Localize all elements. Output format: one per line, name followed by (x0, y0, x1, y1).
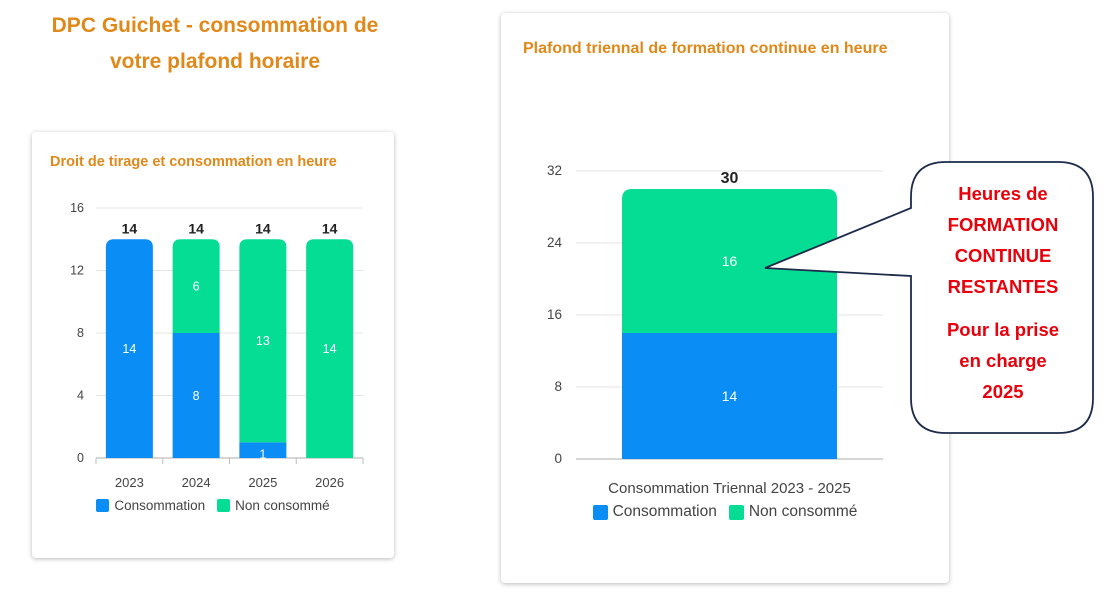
legend-item-consommation[interactable]: Consommation (96, 498, 205, 513)
total-label: 14 (122, 220, 138, 236)
callout-line: CONTINUE (954, 245, 1052, 266)
y-tick-label: 0 (554, 451, 562, 466)
chart-card-triennial: Plafond triennal de formation continue e… (501, 13, 949, 583)
legend-item-non-consomme[interactable]: Non consommé (217, 498, 330, 513)
bar-segment-consommation[interactable] (105, 239, 153, 458)
legend-item-non-consomme[interactable]: Non consommé (728, 503, 858, 521)
chart-legend: Consommation Non consommé (32, 498, 394, 513)
callout-line: Pour la prise (946, 319, 1060, 340)
legend-label: Consommation (114, 498, 206, 513)
total-label: 14 (322, 220, 338, 236)
chart-legend: Consommation Non consommé (501, 503, 949, 521)
legend-label: Non consommé (235, 498, 330, 513)
data-label: 14 (323, 342, 337, 356)
legend-swatch (217, 499, 231, 512)
data-label: 14 (122, 342, 136, 356)
callout-line: 2025 (982, 381, 1024, 402)
yearly-stacked-bar-chart: 0 4 8 12 16 14 14 2023 8 6 14 2024 1 13 14 2025 14 14 2026 (70, 201, 364, 490)
y-tick-label: 0 (77, 451, 84, 465)
bar-segment-non-consomme[interactable] (172, 239, 220, 333)
chart-title: Plafond triennal de formation continue e… (523, 40, 888, 57)
callout-line: en charge (959, 350, 1047, 371)
page-title: DPC Guichet - consommation de votre plaf… (20, 8, 410, 80)
y-tick-label: 16 (70, 201, 84, 215)
y-tick-label: 32 (547, 163, 562, 178)
triennial-stacked-bar-chart: 0 8 16 24 32 14 16 30 Consommation Triennal 2023… (547, 163, 883, 497)
page-title-line1: DPC Guichet - consommation de (51, 14, 379, 37)
total-label: 14 (255, 220, 271, 236)
y-tick-label: 12 (70, 264, 84, 278)
y-tick-label: 4 (77, 389, 84, 403)
data-label: 1 (259, 447, 266, 461)
bar-segment-non-consomme[interactable] (306, 239, 354, 458)
chart-card-yearly: Droit de tirage et consommation en heure… (32, 132, 394, 558)
bar-segment-consommation[interactable] (239, 442, 287, 458)
page-title-line2: votre plafond horaire (109, 50, 321, 73)
legend-label: Consommation (612, 503, 717, 520)
x-category-label: 2023 (115, 475, 144, 490)
total-label: 14 (188, 220, 204, 236)
y-tick-label: 16 (547, 307, 562, 322)
data-label: 16 (722, 253, 738, 269)
bar-segment-consommation[interactable] (172, 333, 220, 458)
data-label: 6 (193, 280, 200, 294)
y-tick-label: 8 (77, 326, 84, 340)
x-category-label: Consommation Triennal 2023 - 2025 (608, 480, 851, 497)
callout-line: FORMATION (947, 214, 1059, 235)
y-tick-label: 24 (547, 235, 563, 250)
bar-segment-non-consomme[interactable] (239, 239, 287, 443)
callout-line: Heures de (958, 183, 1048, 204)
legend-swatch (96, 499, 110, 512)
chart-title: Droit de tirage et consommation en heure (50, 154, 337, 170)
legend-label: Non consommé (748, 503, 858, 520)
y-tick-label: 8 (554, 379, 562, 394)
callout-line: RESTANTES (947, 276, 1059, 297)
legend-swatch (728, 504, 744, 520)
data-label: 8 (193, 389, 200, 403)
x-category-label: 2024 (182, 475, 211, 490)
total-label: 30 (721, 170, 739, 187)
callout-text: Heures de FORMATION CONTINUE RESTANTES P… (918, 178, 1088, 407)
x-category-label: 2025 (248, 475, 277, 490)
legend-swatch (592, 504, 608, 520)
x-category-label: 2026 (315, 475, 344, 490)
data-label: 14 (722, 388, 738, 404)
legend-item-consommation[interactable]: Consommation (592, 503, 717, 521)
data-label: 13 (256, 334, 270, 348)
